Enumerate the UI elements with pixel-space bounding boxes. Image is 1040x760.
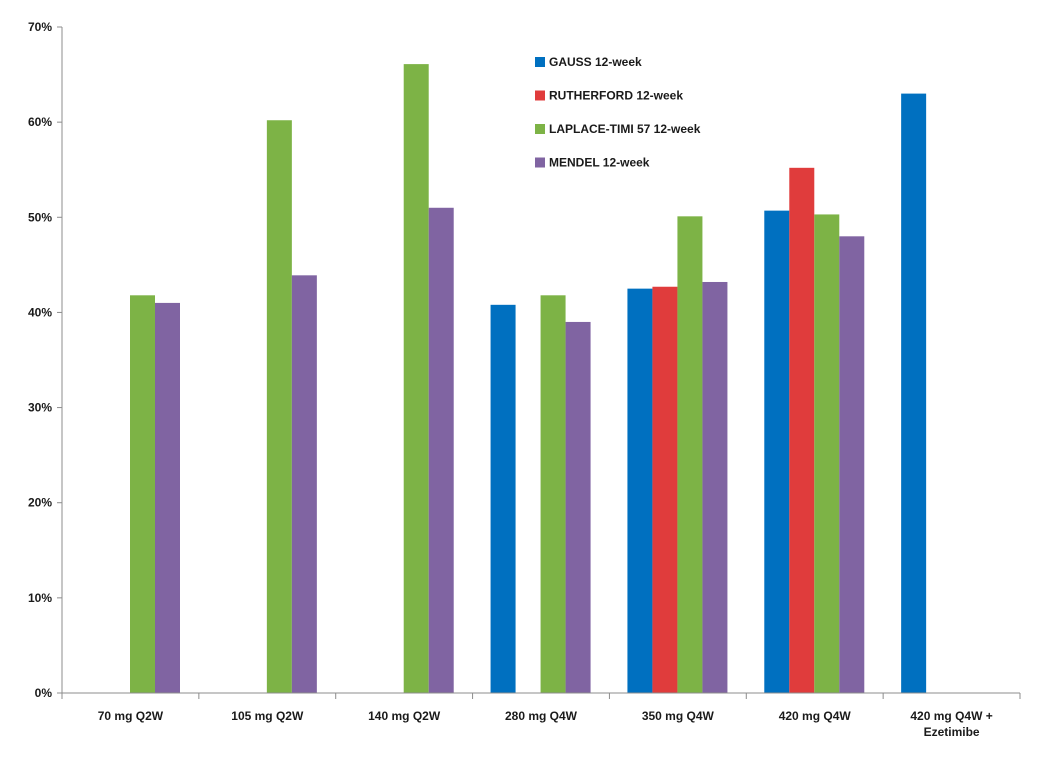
- x-tick-label: 420 mg Q4W +: [910, 709, 992, 723]
- x-tick-label: 350 mg Q4W: [642, 709, 715, 723]
- bar-laplace-timi-57-12-week-2: [403, 64, 429, 694]
- bar-gauss-12-week-4: [627, 288, 653, 693]
- y-tick-label: 40%: [28, 305, 52, 319]
- legend-swatch-laplace-timi-57-12-week: [535, 124, 545, 134]
- bar-laplace-timi-57-12-week-4: [677, 216, 703, 693]
- y-tick-label: 10%: [28, 591, 52, 605]
- y-tick-label: 30%: [28, 401, 52, 415]
- y-tick-label: 70%: [28, 20, 52, 34]
- x-tick-label: 420 mg Q4W: [779, 709, 852, 723]
- legend-label-rutherford-12-week: RUTHERFORD 12-week: [549, 89, 683, 103]
- legend-label-mendel-12-week: MENDEL 12-week: [549, 156, 650, 170]
- y-tick-label: 60%: [28, 115, 52, 129]
- y-tick-label: 50%: [28, 210, 52, 224]
- bar-mendel-12-week-1: [291, 275, 317, 693]
- bar-rutherford-12-week-5: [789, 167, 815, 693]
- legend-label-gauss-12-week: GAUSS 12-week: [549, 55, 642, 69]
- bar-mendel-12-week-4: [702, 281, 728, 693]
- y-tick-label: 0%: [35, 686, 53, 700]
- x-tick-label: Ezetimibe: [924, 725, 980, 739]
- bar-mendel-12-week-5: [839, 236, 865, 693]
- axes-layer: [61, 27, 1020, 694]
- legend-swatch-rutherford-12-week: [535, 90, 545, 101]
- x-tick-label: 105 mg Q2W: [231, 709, 304, 723]
- bar-laplace-timi-57-12-week-0: [130, 295, 155, 693]
- bar-laplace-timi-57-12-week-3: [540, 295, 566, 693]
- bar-laplace-timi-57-12-week-1: [266, 120, 292, 694]
- y-tick-label: 20%: [28, 496, 52, 510]
- bar-gauss-12-week-3: [490, 304, 516, 693]
- legend-swatch-gauss-12-week: [535, 57, 545, 67]
- bar-laplace-timi-57-12-week-5: [814, 214, 840, 693]
- x-tick-label: 70 mg Q2W: [98, 709, 164, 723]
- x-tick-label: 280 mg Q4W: [505, 709, 578, 723]
- bar-rutherford-12-week-4: [652, 286, 678, 693]
- bars-layer: [130, 64, 927, 694]
- legend-swatch-mendel-12-week: [535, 157, 545, 168]
- bar-mendel-12-week-0: [155, 302, 180, 693]
- legend-label-laplace-timi-57-12-week: LAPLACE-TIMI 57 12-week: [549, 122, 701, 136]
- x-tick-label: 140 mg Q2W: [368, 709, 441, 723]
- bar-gauss-12-week-5: [764, 210, 790, 693]
- bar-mendel-12-week-2: [428, 207, 454, 693]
- legend: GAUSS 12-week RUTHERFORD 12-week LAPLACE-T…: [535, 55, 701, 170]
- bar-mendel-12-week-3: [565, 321, 591, 693]
- ticks-layer: 0% 10% 20% 30% 40% 50% 60% 70% 70 mg Q2W 105 mg Q…: [28, 20, 1021, 739]
- bar-gauss-12-week-6: [901, 93, 927, 694]
